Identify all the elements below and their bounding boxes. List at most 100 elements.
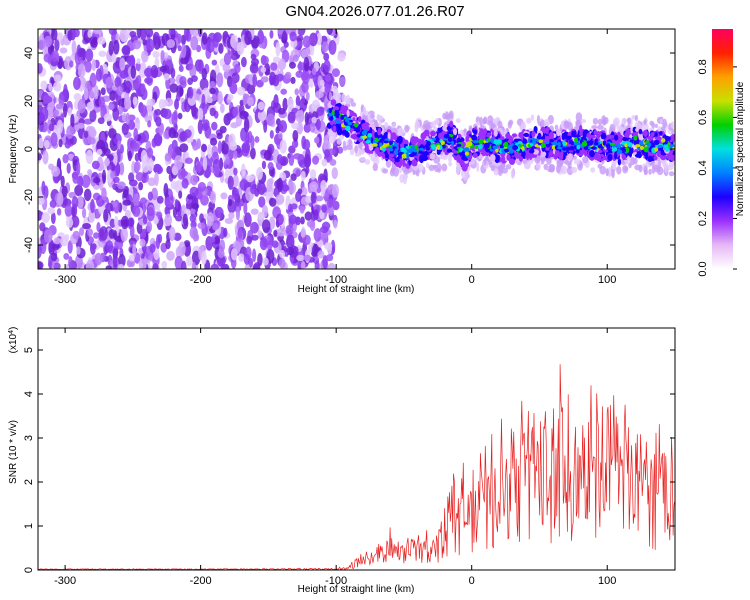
- x-tick-label: -200: [190, 575, 212, 587]
- noise-blob: [311, 67, 317, 76]
- noise-blob: [234, 63, 241, 74]
- noise-blob: [139, 104, 148, 118]
- signal-halo-blob: [573, 158, 581, 165]
- noise-blob: [155, 116, 162, 127]
- noise-blob: [217, 90, 223, 105]
- noise-blob: [303, 153, 311, 169]
- noise-blob: [220, 192, 228, 200]
- noise-blob: [83, 188, 92, 202]
- noise-blob: [163, 183, 169, 198]
- signal-halo-blob: [503, 130, 508, 135]
- signal-halo-blob: [563, 120, 570, 129]
- noise-blob: [282, 30, 287, 40]
- noise-blob: [324, 148, 330, 158]
- noise-blob: [259, 237, 268, 251]
- signal-body-blob: [653, 155, 658, 161]
- signal-body-blob: [472, 152, 478, 158]
- signal-halo-blob: [670, 121, 674, 129]
- signal-body-blob: [566, 135, 572, 140]
- noise-blob: [212, 222, 219, 231]
- noise-blob: [257, 253, 263, 267]
- noise-blob: [146, 147, 154, 158]
- signal-body-blob: [647, 135, 655, 140]
- signal-body-blob: [508, 158, 516, 165]
- noise-blob: [179, 143, 189, 153]
- noise-blob: [300, 260, 306, 269]
- noise-blob: [47, 207, 56, 215]
- noise-blob: [316, 106, 325, 117]
- noise-blob: [178, 64, 184, 72]
- noise-blob: [305, 91, 310, 102]
- noise-blob: [128, 254, 135, 262]
- noise-blob: [206, 96, 214, 104]
- signal-core-blob: [478, 138, 484, 145]
- noise-blob: [133, 82, 140, 90]
- noise-blob: [116, 181, 126, 190]
- noise-blob: [207, 144, 212, 159]
- noise-blob: [211, 121, 218, 131]
- signal-core-blob: [627, 142, 633, 147]
- noise-blob: [301, 48, 308, 59]
- noise-blob: [190, 29, 200, 37]
- signal-halo-blob: [616, 165, 622, 175]
- noise-blob: [93, 177, 101, 184]
- signal-halo-blob: [561, 165, 568, 175]
- noise-blob: [213, 166, 220, 177]
- noise-blob: [331, 183, 339, 198]
- noise-blob: [269, 130, 274, 139]
- noise-blob: [111, 53, 117, 64]
- signal-halo-blob: [556, 159, 563, 168]
- signal-halo-blob: [591, 125, 598, 130]
- noise-blob: [112, 176, 120, 184]
- noise-blob: [278, 214, 284, 224]
- noise-blob: [267, 162, 274, 171]
- signal-halo-blob: [490, 165, 495, 172]
- noise-blob: [71, 40, 77, 55]
- signal-halo-blob: [651, 122, 656, 129]
- signal-halo-blob: [582, 156, 589, 164]
- signal-core-blob: [576, 145, 581, 150]
- noise-blob: [302, 139, 311, 151]
- signal-body-blob: [630, 147, 634, 154]
- noise-blob: [53, 262, 61, 269]
- noise-blob: [194, 93, 201, 101]
- noise-blob: [58, 93, 65, 106]
- signal-halo-blob: [614, 120, 618, 125]
- noise-blob: [277, 107, 286, 115]
- noise-blob: [166, 165, 172, 175]
- noise-blob: [183, 129, 192, 139]
- noise-blob: [262, 257, 269, 266]
- signal-halo-blob: [505, 164, 512, 170]
- signal-body-blob: [506, 153, 511, 161]
- noise-blob: [324, 134, 329, 144]
- noise-blob: [197, 119, 203, 135]
- noise-blob: [235, 206, 241, 221]
- noise-blob: [143, 67, 153, 78]
- noise-blob: [117, 140, 122, 149]
- noise-blob: [325, 254, 334, 262]
- signal-body-blob: [429, 153, 436, 160]
- noise-blob: [222, 63, 231, 73]
- noise-blob: [115, 33, 120, 42]
- signal-core-blob: [602, 140, 607, 146]
- noise-blob: [50, 132, 58, 147]
- noise-blob: [301, 186, 308, 197]
- noise-blob: [210, 190, 217, 204]
- noise-blob: [119, 70, 129, 79]
- spectrogram-x-ticks: -300 -200 -100 0 100: [54, 29, 616, 286]
- signal-halo-blob: [592, 117, 599, 125]
- noise-blob: [309, 122, 316, 133]
- signal-core-blob: [492, 145, 499, 150]
- noise-blob: [236, 41, 245, 56]
- noise-blob: [90, 38, 98, 48]
- noise-blob: [76, 246, 81, 255]
- noise-blob: [321, 158, 328, 167]
- signal-body-blob: [374, 146, 380, 155]
- noise-blob: [59, 47, 68, 54]
- y-tick-label: 0: [23, 146, 35, 152]
- noise-blob: [125, 112, 131, 125]
- signal-halo-blob: [487, 115, 494, 124]
- noise-blob: [42, 150, 49, 165]
- signal-body-blob: [540, 151, 547, 157]
- noise-blob: [197, 222, 206, 230]
